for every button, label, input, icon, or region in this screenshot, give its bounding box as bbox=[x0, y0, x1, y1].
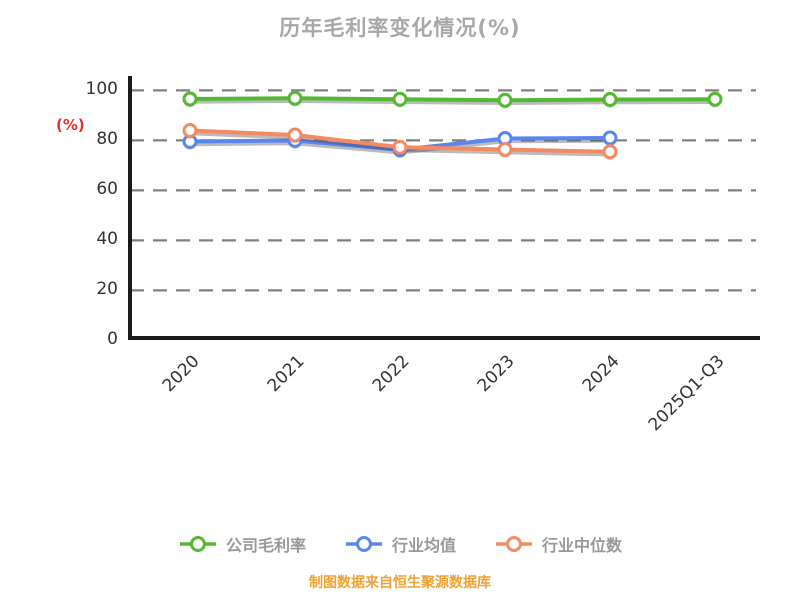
legend-label: 行业均值 bbox=[391, 536, 456, 555]
data-point-marker bbox=[497, 142, 513, 157]
data-point-marker bbox=[602, 144, 618, 160]
data-point-marker bbox=[707, 91, 723, 107]
y-tick-label: 20 bbox=[96, 279, 118, 299]
data-point-marker bbox=[287, 127, 303, 143]
legend-label: 行业中位数 bbox=[542, 536, 623, 555]
x-tick-label: 2024 bbox=[579, 351, 624, 396]
data-point-marker bbox=[602, 92, 618, 107]
y-tick-label: 80 bbox=[96, 129, 118, 149]
legend-item-industry-median: 行业中位数 bbox=[494, 532, 622, 556]
data-point-marker bbox=[602, 130, 618, 146]
y-tick-label: 40 bbox=[96, 229, 118, 249]
data-point-marker bbox=[392, 91, 408, 107]
legend-item-industry-average: 行业均值 bbox=[344, 532, 456, 556]
chart-title: 历年毛利率变化情况(%) bbox=[279, 16, 521, 40]
legend-label: 公司毛利率 bbox=[225, 536, 306, 555]
legend-item-company-gross-margin: 公司毛利率 bbox=[178, 532, 306, 556]
data-point-marker bbox=[392, 139, 408, 155]
x-tick-label: 2025Q1-Q3 bbox=[645, 351, 729, 435]
data-point-marker bbox=[287, 90, 303, 106]
y-tick-label: 0 bbox=[107, 329, 118, 349]
x-tick-label: 2021 bbox=[264, 351, 309, 396]
series-line-shadow bbox=[189, 98, 716, 106]
x-tick-label: 2020 bbox=[159, 351, 204, 396]
data-point-marker bbox=[182, 91, 198, 107]
y-tick-label: 100 bbox=[86, 79, 118, 99]
legend: 公司毛利率 行业均值 行业中位数 bbox=[0, 532, 800, 556]
data-point-marker bbox=[497, 92, 513, 108]
data-source-note: 制图数据来自恒生聚源数据库 bbox=[309, 575, 491, 591]
series-line bbox=[188, 96, 717, 103]
legend-marker-icon bbox=[496, 536, 532, 552]
y-tick-label: 60 bbox=[96, 179, 118, 199]
x-tick-label: 2023 bbox=[474, 351, 519, 396]
y-axis-label: (%) bbox=[56, 116, 85, 134]
legend-marker-icon bbox=[179, 536, 216, 552]
x-tick-label: 2022 bbox=[369, 351, 414, 396]
data-point-marker bbox=[182, 123, 198, 138]
legend-marker-icon bbox=[345, 536, 382, 552]
